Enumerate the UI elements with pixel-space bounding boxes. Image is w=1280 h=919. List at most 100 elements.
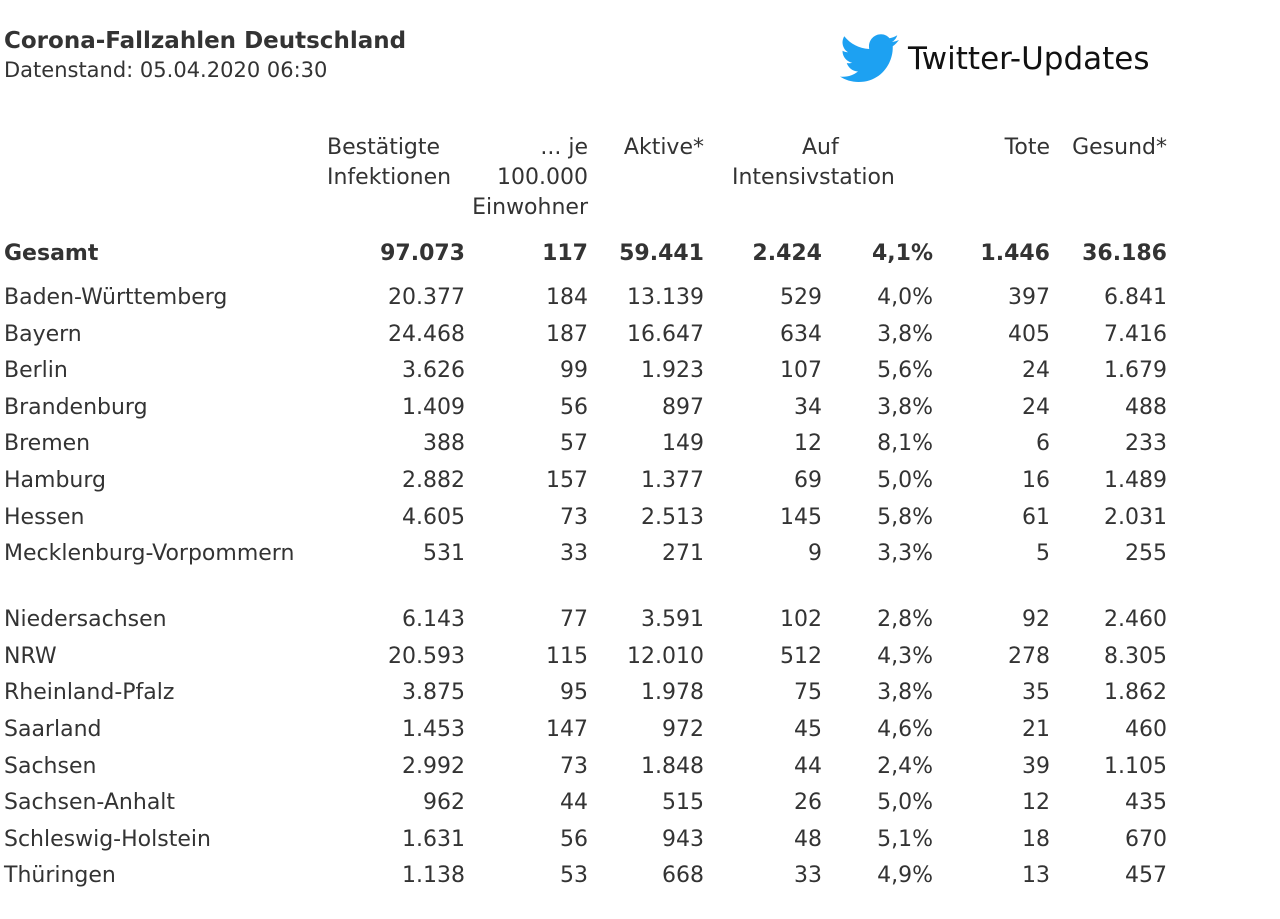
icu-percent-cell: 8,1% — [877, 431, 933, 457]
icu-percent-cell: 5,0% — [877, 790, 933, 816]
icu-percent-cell: 3,8% — [877, 321, 933, 347]
data-timestamp: Datenstand: 05.04.2020 06:30 — [4, 58, 328, 82]
active-cell: 943 — [662, 826, 704, 852]
recovered-cell: 460 — [1125, 716, 1167, 742]
state-name: Hessen — [4, 504, 85, 530]
header-per100k-line3: Einwohner — [472, 195, 588, 220]
confirmed-cell: 6.143 — [402, 607, 465, 633]
per100k-cell: 73 — [560, 753, 588, 779]
table-row: Schleswig-Holstein 1.631 56 943 48 5,1% 18 670 — [0, 825, 1167, 862]
header-deaths: Tote — [933, 133, 1050, 237]
deaths-cell: 16 — [1022, 467, 1050, 493]
active-cell: 1.978 — [641, 680, 704, 706]
state-name: Rheinland-Pfalz — [4, 680, 175, 706]
confirmed-cell: 531 — [423, 541, 465, 567]
icu-cell: 9 — [808, 541, 822, 567]
state-name: Niedersachsen — [4, 607, 167, 633]
recovered-cell: 670 — [1125, 826, 1167, 852]
icu-percent-cell: 4,1% — [871, 241, 933, 266]
icu-percent-cell: 4,9% — [877, 863, 933, 889]
active-cell: 13.139 — [627, 285, 704, 310]
icu-cell: 33 — [794, 863, 822, 889]
per100k-cell: 99 — [560, 358, 588, 384]
state-name: NRW — [4, 643, 57, 669]
icu-cell: 2.424 — [752, 241, 822, 266]
confirmed-cell: 2.882 — [402, 467, 465, 493]
table-row: Bayern 24.468 187 16.647 634 3,8% 405 7.416 — [0, 320, 1167, 357]
header-icu: Auf Intensivstation — [704, 133, 933, 237]
recovered-cell: 1.862 — [1104, 680, 1167, 706]
table-row: Baden-Württemberg 20.377 184 13.139 529 4,0% 3… — [0, 283, 1167, 320]
header-deaths-label: Tote — [1004, 135, 1050, 160]
per100k-cell: 95 — [560, 680, 588, 706]
deaths-cell: 1.446 — [980, 241, 1050, 266]
table-row: Sachsen 2.992 73 1.848 44 2,4% 39 1.105 — [0, 752, 1167, 789]
cases-table: Bestätigte Infektionen ... je 100.000 Ei… — [0, 133, 1167, 898]
table-row: Hamburg 2.882 157 1.377 69 5,0% 16 1.489 — [0, 466, 1167, 503]
header-confirmed-line2: Infektionen — [327, 165, 452, 190]
table-row: NRW 20.593 115 12.010 512 4,3% 278 8.305 — [0, 642, 1167, 679]
per100k-cell: 53 — [560, 863, 588, 889]
deaths-cell: 278 — [1008, 643, 1050, 669]
deaths-cell: 18 — [1022, 826, 1050, 852]
per100k-cell: 157 — [546, 467, 588, 493]
icu-cell: 34 — [794, 394, 822, 420]
icu-cell: 26 — [794, 790, 822, 816]
confirmed-cell: 3.875 — [402, 680, 465, 706]
active-cell: 59.441 — [619, 241, 704, 266]
header-per100k: ... je 100.000 Einwohner — [465, 133, 588, 237]
table-row: Hessen 4.605 73 2.513 145 5,8% 61 2.031 — [0, 503, 1167, 540]
twitter-updates-link[interactable]: Twitter-Updates — [840, 34, 1150, 84]
recovered-cell: 457 — [1125, 863, 1167, 889]
confirmed-cell: 1.631 — [402, 826, 465, 852]
state-name: Mecklenburg-​Vorpommern — [4, 541, 295, 567]
confirmed-cell: 1.409 — [402, 394, 465, 420]
deaths-cell: 24 — [1022, 358, 1050, 384]
deaths-cell: 12 — [1022, 790, 1050, 816]
icu-cell: 107 — [780, 358, 822, 384]
recovered-cell: 1.679 — [1104, 358, 1167, 384]
icu-cell: 48 — [794, 826, 822, 852]
page-title: Corona-Fallzahlen Deutschland — [4, 28, 407, 54]
twitter-bird-icon — [840, 34, 900, 84]
active-cell: 12.010 — [627, 643, 704, 669]
table-row: Sachsen-Anhalt 962 44 515 26 5,0% 12 435 — [0, 788, 1167, 825]
state-name: Hamburg — [4, 467, 106, 493]
active-cell: 668 — [662, 863, 704, 889]
table-row: Rheinland-Pfalz 3.875 95 1.978 75 3,8% 35 1.862 — [0, 678, 1167, 715]
icu-cell: 634 — [780, 321, 822, 347]
deaths-cell: 405 — [1008, 321, 1050, 347]
per100k-cell: 147 — [546, 716, 588, 742]
deaths-cell: 5 — [1036, 541, 1050, 567]
recovered-cell: 36.186 — [1082, 241, 1167, 266]
deaths-cell: 397 — [1008, 285, 1050, 310]
page-header: Corona-Fallzahlen Deutschland Datenstand… — [4, 26, 406, 84]
confirmed-cell: 97.073 — [380, 241, 465, 266]
icu-cell: 102 — [780, 607, 822, 633]
header-per100k-line1: ... je — [540, 135, 588, 160]
confirmed-cell: 388 — [423, 431, 465, 457]
per100k-cell: 187 — [546, 321, 588, 347]
recovered-cell: 7.416 — [1104, 321, 1167, 347]
icu-percent-cell: 3,8% — [877, 394, 933, 420]
deaths-cell: 39 — [1022, 753, 1050, 779]
confirmed-cell: 3.626 — [402, 358, 465, 384]
state-name: Baden-Württemberg — [4, 285, 228, 310]
table-row: Niedersachsen 6.143 77 3.591 102 2,8% 92 2.460 — [0, 605, 1167, 642]
active-cell: 897 — [662, 394, 704, 420]
recovered-cell: 255 — [1125, 541, 1167, 567]
active-cell: 1.848 — [641, 753, 704, 779]
per100k-cell: 56 — [560, 394, 588, 420]
confirmed-cell: 962 — [423, 790, 465, 816]
icu-percent-cell: 2,4% — [877, 753, 933, 779]
header-active-label: Aktive* — [623, 135, 704, 160]
state-name: Gesamt — [4, 241, 99, 266]
state-name: Sachsen-Anhalt — [4, 790, 176, 816]
state-name: Saarland — [4, 716, 102, 742]
deaths-cell: 13 — [1022, 863, 1050, 889]
deaths-cell: 92 — [1022, 607, 1050, 633]
icu-percent-cell: 3,3% — [877, 541, 933, 567]
confirmed-cell: 20.377 — [388, 285, 465, 310]
header-per100k-line2: 100.000 — [497, 165, 588, 190]
header-recovered: Gesund* — [1050, 133, 1167, 237]
